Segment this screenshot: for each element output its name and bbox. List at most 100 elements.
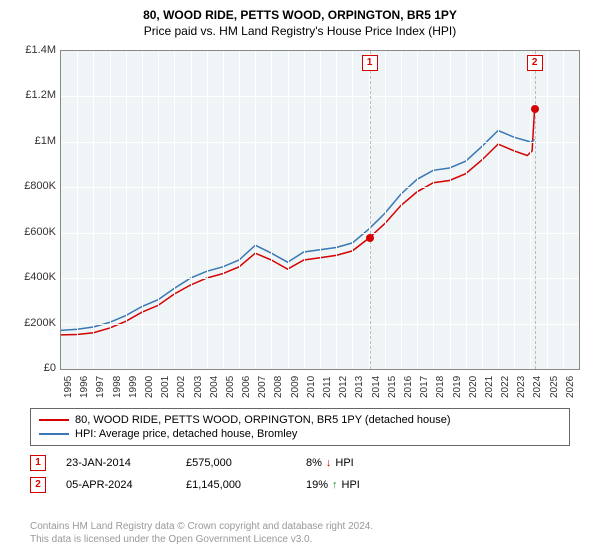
x-tick-label: 2021 bbox=[484, 376, 495, 398]
x-tick-label: 2015 bbox=[387, 376, 398, 398]
sale-hpi-suffix: HPI bbox=[342, 479, 360, 491]
x-tick-label: 2001 bbox=[160, 376, 171, 398]
y-tick-label: £800K bbox=[6, 180, 56, 192]
y-tick-label: £400K bbox=[6, 271, 56, 283]
gridline-vertical bbox=[401, 51, 402, 369]
chart-container: 80, WOOD RIDE, PETTS WOOD, ORPINGTON, BR… bbox=[0, 0, 600, 560]
legend-swatch bbox=[39, 419, 69, 421]
x-tick-label: 2020 bbox=[468, 376, 479, 398]
x-tick-label: 1995 bbox=[63, 376, 74, 398]
event-marker: 1 bbox=[362, 55, 378, 71]
chart-title: 80, WOOD RIDE, PETTS WOOD, ORPINGTON, BR… bbox=[0, 0, 600, 22]
x-tick-label: 2026 bbox=[565, 376, 576, 398]
x-tick-label: 2024 bbox=[532, 376, 543, 398]
sale-hpi-pct: 19% bbox=[306, 479, 328, 491]
legend-item: 80, WOOD RIDE, PETTS WOOD, ORPINGTON, BR… bbox=[39, 413, 561, 427]
gridline-vertical bbox=[433, 51, 434, 369]
plot-area: 12 bbox=[60, 50, 580, 370]
x-tick-label: 2014 bbox=[371, 376, 382, 398]
gridline-vertical bbox=[336, 51, 337, 369]
x-tick-label: 2005 bbox=[225, 376, 236, 398]
sale-marker: 1 bbox=[30, 455, 46, 471]
footer-line-2: This data is licensed under the Open Gov… bbox=[30, 533, 373, 546]
x-tick-label: 2018 bbox=[435, 376, 446, 398]
x-tick-label: 1997 bbox=[95, 376, 106, 398]
x-tick-label: 1998 bbox=[112, 376, 123, 398]
gridline-vertical bbox=[547, 51, 548, 369]
gridline-vertical bbox=[223, 51, 224, 369]
x-tick-label: 2019 bbox=[452, 376, 463, 398]
sale-hpi-pct: 8% bbox=[306, 457, 322, 469]
y-tick-label: £1.2M bbox=[6, 89, 56, 101]
y-tick-label: £1.4M bbox=[6, 44, 56, 56]
x-tick-label: 2017 bbox=[419, 376, 430, 398]
x-tick-label: 2000 bbox=[144, 376, 155, 398]
gridline-vertical bbox=[466, 51, 467, 369]
gridline-vertical bbox=[191, 51, 192, 369]
gridline-vertical bbox=[288, 51, 289, 369]
gridline-vertical bbox=[385, 51, 386, 369]
event-line bbox=[370, 51, 371, 369]
sale-point bbox=[366, 234, 374, 242]
arrow-down-icon: ↓ bbox=[326, 457, 332, 469]
event-line bbox=[535, 51, 536, 369]
gridline-vertical bbox=[158, 51, 159, 369]
sale-date: 05-APR-2024 bbox=[66, 479, 166, 491]
y-tick-label: £0 bbox=[6, 362, 56, 374]
y-tick-label: £200K bbox=[6, 317, 56, 329]
sale-marker: 2 bbox=[30, 477, 46, 493]
x-tick-label: 2025 bbox=[549, 376, 560, 398]
x-tick-label: 2023 bbox=[516, 376, 527, 398]
gridline-vertical bbox=[126, 51, 127, 369]
legend-swatch bbox=[39, 433, 69, 435]
gridline-vertical bbox=[514, 51, 515, 369]
x-tick-label: 2022 bbox=[500, 376, 511, 398]
sale-row: 123-JAN-2014£575,0008%↓HPI bbox=[30, 452, 426, 474]
footer-line-1: Contains HM Land Registry data © Crown c… bbox=[30, 520, 373, 533]
x-tick-label: 2003 bbox=[193, 376, 204, 398]
x-tick-label: 2010 bbox=[306, 376, 317, 398]
x-tick-label: 1996 bbox=[79, 376, 90, 398]
x-tick-label: 2016 bbox=[403, 376, 414, 398]
x-tick-label: 2009 bbox=[290, 376, 301, 398]
sales-table: 123-JAN-2014£575,0008%↓HPI205-APR-2024£1… bbox=[30, 452, 426, 496]
x-tick-label: 2002 bbox=[176, 376, 187, 398]
gridline-vertical bbox=[417, 51, 418, 369]
x-tick-label: 2013 bbox=[354, 376, 365, 398]
sale-price: £1,145,000 bbox=[186, 479, 286, 491]
gridline-vertical bbox=[320, 51, 321, 369]
gridline-vertical bbox=[352, 51, 353, 369]
chart-subtitle: Price paid vs. HM Land Registry's House … bbox=[0, 22, 600, 38]
gridline-vertical bbox=[304, 51, 305, 369]
gridline-vertical bbox=[239, 51, 240, 369]
sale-hpi: 8% ↓HPI bbox=[306, 457, 426, 469]
y-tick-label: £600K bbox=[6, 226, 56, 238]
gridline-vertical bbox=[255, 51, 256, 369]
gridline-vertical bbox=[450, 51, 451, 369]
x-tick-label: 1999 bbox=[128, 376, 139, 398]
x-tick-label: 2006 bbox=[241, 376, 252, 398]
gridline-vertical bbox=[530, 51, 531, 369]
gridline-vertical bbox=[174, 51, 175, 369]
x-tick-label: 2007 bbox=[257, 376, 268, 398]
sale-price: £575,000 bbox=[186, 457, 286, 469]
gridline-vertical bbox=[271, 51, 272, 369]
gridline-vertical bbox=[142, 51, 143, 369]
legend-label: 80, WOOD RIDE, PETTS WOOD, ORPINGTON, BR… bbox=[75, 414, 451, 426]
gridline-vertical bbox=[93, 51, 94, 369]
gridline-vertical bbox=[498, 51, 499, 369]
gridline-vertical bbox=[110, 51, 111, 369]
footer-attribution: Contains HM Land Registry data © Crown c… bbox=[30, 520, 373, 546]
event-marker: 2 bbox=[527, 55, 543, 71]
gridline-vertical bbox=[207, 51, 208, 369]
gridline-vertical bbox=[77, 51, 78, 369]
sale-point bbox=[531, 105, 539, 113]
legend: 80, WOOD RIDE, PETTS WOOD, ORPINGTON, BR… bbox=[30, 408, 570, 446]
x-tick-label: 2008 bbox=[273, 376, 284, 398]
gridline-vertical bbox=[563, 51, 564, 369]
legend-item: HPI: Average price, detached house, Brom… bbox=[39, 427, 561, 441]
y-tick-label: £1M bbox=[6, 135, 56, 147]
legend-label: HPI: Average price, detached house, Brom… bbox=[75, 428, 297, 440]
sale-hpi: 19%↑HPI bbox=[306, 479, 426, 491]
sale-hpi-suffix: HPI bbox=[335, 457, 353, 469]
